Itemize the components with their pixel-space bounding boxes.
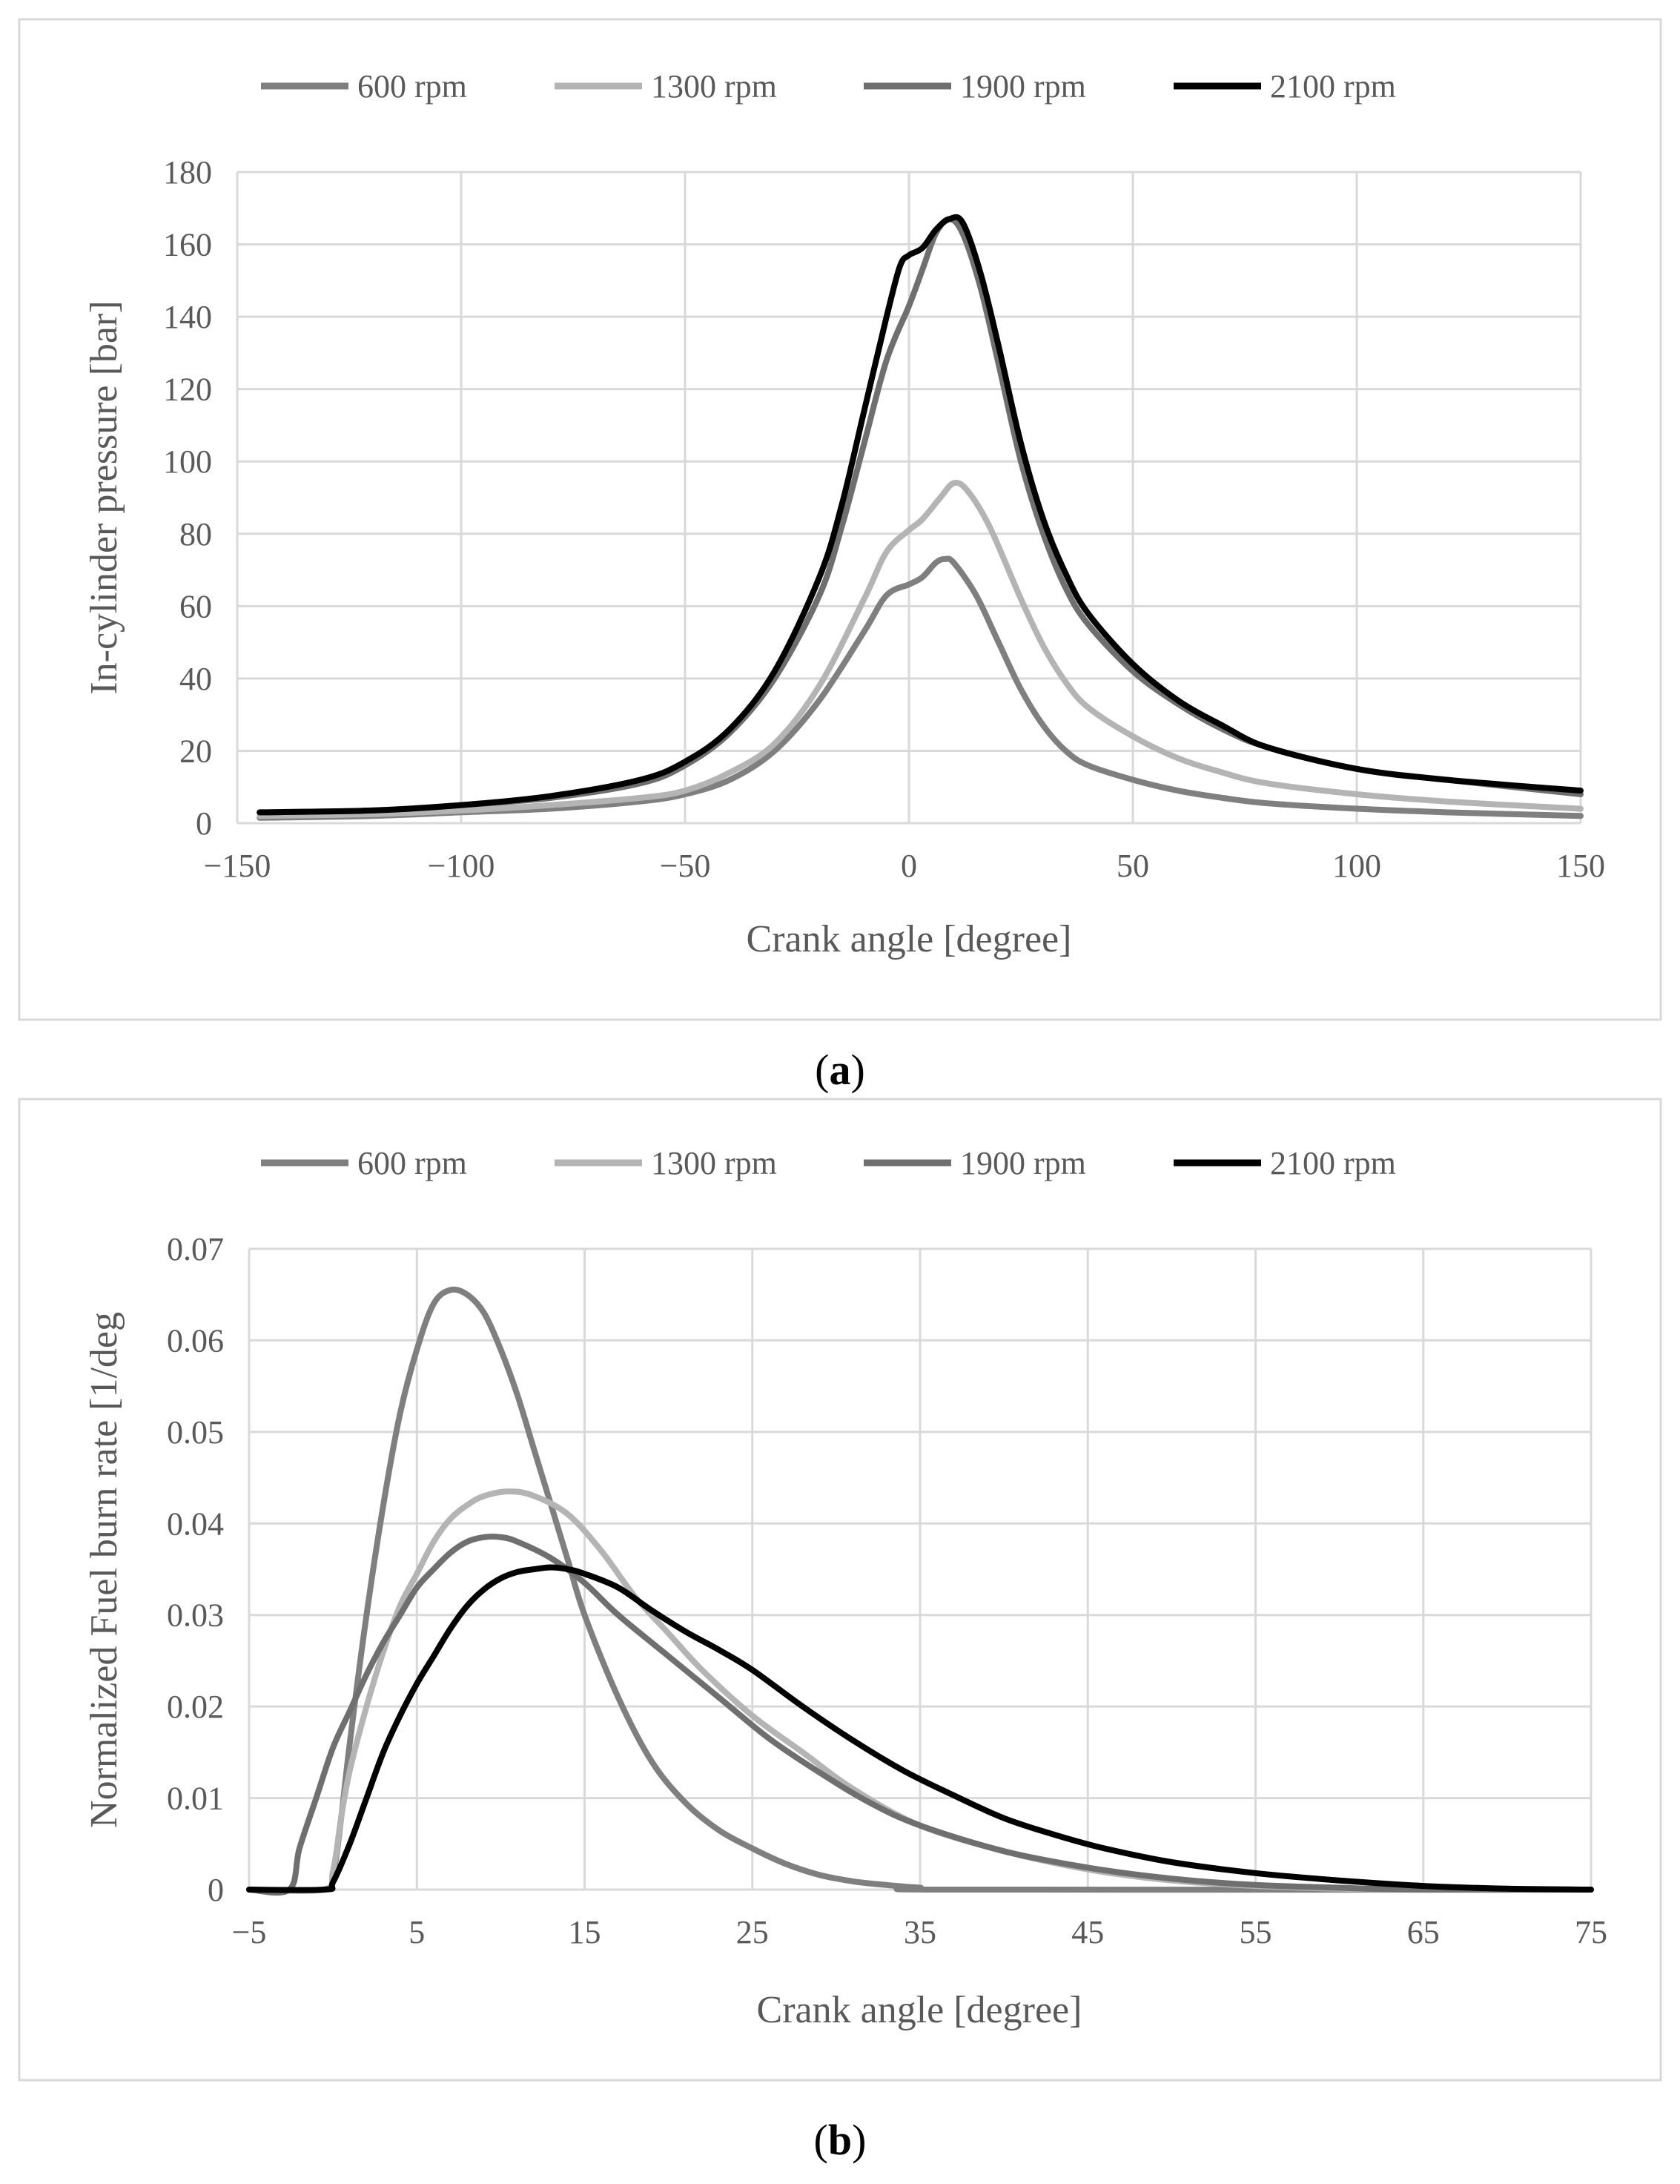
chart-a-x-tick-label: 150: [1556, 848, 1605, 884]
chart-b-y-tick-label: 0: [208, 1872, 224, 1908]
chart-a-x-ticks: −150 −100 −50 0 50 100 150: [204, 848, 1605, 884]
legend-b-label-600: 600 rpm: [357, 1145, 467, 1181]
chart-b-y-tick-label: 0.06: [167, 1322, 224, 1359]
legend-a-label-2100: 2100 rpm: [1270, 68, 1396, 105]
chart-a-y-tick-label: 80: [179, 516, 212, 552]
caption-a-letter: a: [830, 1046, 851, 1094]
chart-a-y-tick-label: 180: [163, 154, 212, 191]
chart-a-x-tick-label: 0: [901, 848, 917, 884]
caption-b: (b): [814, 2116, 867, 2164]
chart-a-y-tick-label: 120: [163, 372, 212, 408]
chart-a-y-tick-label: 100: [163, 443, 212, 480]
chart-a-x-tick-label: 50: [1117, 848, 1149, 884]
chart-b-x-tick-label: 45: [1071, 1914, 1104, 1950]
caption-a: (a): [815, 1046, 865, 1094]
chart-a-y-tick-label: 140: [163, 299, 212, 335]
chart-a-x-tick-label: −100: [428, 848, 495, 884]
chart-b-x-ticks: −5 5 15 25 35 45 55 65 75: [232, 1914, 1607, 1950]
legend-b-label-1300: 1300 rpm: [651, 1145, 777, 1181]
chart-a: 600 rpm 1300 rpm 1900 rpm 2100 rpm 0 20 40…: [18, 18, 1662, 1021]
chart-b-gridlines: [248, 1247, 1593, 1891]
chart-b-series-line-600-rpm: [246, 1286, 1594, 1894]
chart-b: 600 rpm 1300 rpm 1900 rpm 2100 rpm 0 0.01…: [18, 1098, 1662, 2082]
chart-b-x-axis-title: Crank angle [degree]: [757, 1989, 1082, 2031]
chart-b-x-tick-label: 55: [1240, 1914, 1272, 1950]
chart-a-x-tick-label: −50: [660, 848, 711, 884]
chart-a-legend: 600 rpm 1300 rpm 1900 rpm 2100 rpm: [261, 68, 1396, 105]
legend-a-label-1900: 1900 rpm: [960, 68, 1086, 105]
chart-a-series-line-600-rpm: [257, 555, 1584, 821]
chart-a-y-ticks: 0 20 40 60 80 100 120 140 160 180: [163, 154, 212, 842]
chart-b-y-axis-title: Normalized Fuel burn rate [1/deg: [83, 1312, 125, 1828]
chart-a-x-axis-title: Crank angle [degree]: [747, 918, 1072, 960]
caption-b-letter: b: [828, 2116, 852, 2164]
chart-b-x-tick-label: 5: [409, 1914, 425, 1950]
chart-b-y-tick-label: 0.07: [167, 1231, 224, 1267]
chart-a-frame: [18, 18, 1662, 1021]
chart-a-series-line-1900-rpm: [257, 216, 1584, 816]
chart-b-series: [246, 1286, 1594, 1896]
chart-b-x-tick-label: 65: [1407, 1914, 1440, 1950]
chart-b-series-line-1900-rpm: [246, 1534, 1594, 1896]
chart-a-x-tick-label: −150: [204, 848, 271, 884]
legend-a-label-600: 600 rpm: [357, 68, 467, 105]
chart-b-y-tick-label: 0.02: [167, 1689, 224, 1725]
chart-a-series-line-1300-rpm: [257, 479, 1584, 819]
chart-b-y-tick-label: 0.04: [167, 1505, 224, 1542]
chart-b-y-tick-label: 0.05: [167, 1414, 224, 1451]
legend-b-label-2100: 2100 rpm: [1270, 1145, 1396, 1181]
chart-b-x-tick-label: 25: [736, 1914, 769, 1950]
chart-a-gridlines: [236, 171, 1582, 825]
chart-a-y-tick-label: 160: [163, 227, 212, 263]
legend-b-label-1900: 1900 rpm: [960, 1145, 1086, 1181]
legend-a-label-1300: 1300 rpm: [651, 68, 777, 105]
chart-b-y-tick-label: 0.03: [167, 1597, 224, 1634]
chart-b-x-tick-label: 35: [904, 1914, 936, 1950]
chart-a-series: [257, 214, 1584, 821]
chart-a-x-tick-label: 100: [1332, 848, 1381, 884]
chart-a-y-tick-label: 40: [179, 661, 212, 697]
chart-b-y-tick-label: 0.01: [167, 1781, 224, 1817]
chart-a-y-axis-title: In-cylinder pressure [bar]: [83, 300, 125, 694]
chart-b-x-tick-label: 15: [569, 1914, 601, 1950]
chart-a-y-tick-label: 60: [179, 588, 212, 624]
chart-b-y-ticks: 0 0.01 0.02 0.03 0.04 0.05 0.06 0.07: [167, 1231, 224, 1908]
chart-a-y-tick-label: 0: [196, 805, 212, 842]
chart-b-x-tick-label: 75: [1575, 1914, 1607, 1950]
chart-b-frame: [18, 1098, 1662, 2082]
chart-b-legend: 600 rpm 1300 rpm 1900 rpm 2100 rpm: [261, 1145, 1396, 1181]
chart-b-x-tick-label: −5: [232, 1914, 267, 1950]
chart-a-series-line-2100-rpm: [257, 214, 1584, 816]
chart-a-y-tick-label: 20: [179, 733, 212, 769]
chart-b-series-line-2100-rpm: [246, 1564, 1594, 1893]
